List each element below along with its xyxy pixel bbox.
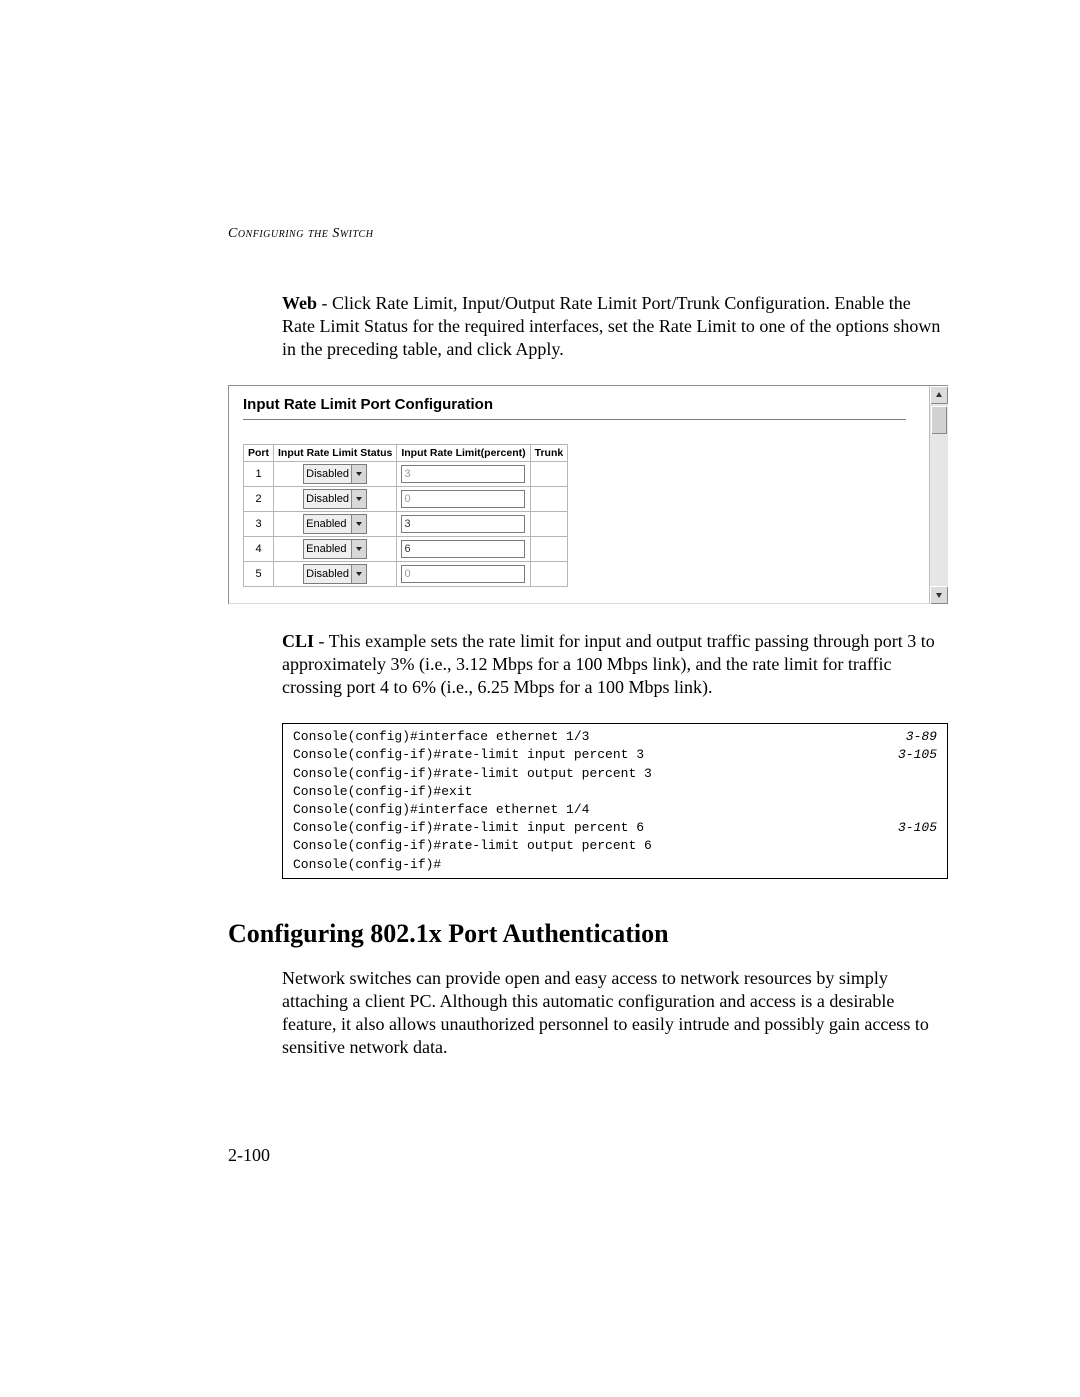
status-select[interactable]: Enabled	[303, 539, 367, 559]
table-row: 1 Disabled 3	[244, 462, 568, 487]
cli-line: Console(config-if)#rate-limit input perc…	[293, 819, 937, 837]
status-select[interactable]: Disabled	[303, 464, 367, 484]
page-number: 2-100	[228, 1145, 948, 1166]
cli-command: Console(config-if)#exit	[293, 783, 472, 801]
scroll-down-arrow-icon	[935, 591, 943, 599]
cell-trunk	[530, 562, 568, 587]
scroll-down-button[interactable]	[930, 586, 948, 604]
table-row: 4 Enabled 6	[244, 537, 568, 562]
cell-limit: 3	[397, 512, 530, 537]
cell-status: Disabled	[274, 562, 397, 587]
cli-line: Console(config-if)#rate-limit output per…	[293, 765, 937, 783]
table-row: 3 Enabled 3	[244, 512, 568, 537]
col-port: Port	[244, 445, 274, 462]
cli-text: - This example sets the rate limit for i…	[282, 631, 935, 697]
cli-line: Console(config-if)#rate-limit output per…	[293, 837, 937, 855]
cell-port: 5	[244, 562, 274, 587]
cell-limit: 0	[397, 562, 530, 587]
table-header-row: Port Input Rate Limit Status Input Rate …	[244, 445, 568, 462]
cell-port: 4	[244, 537, 274, 562]
status-select[interactable]: Disabled	[303, 564, 367, 584]
cli-line: Console(config)#interface ethernet 1/4	[293, 801, 937, 819]
cell-status: Disabled	[274, 487, 397, 512]
section-paragraph: Network switches can provide open and ea…	[282, 967, 948, 1059]
cli-command: Console(config-if)#rate-limit input perc…	[293, 819, 644, 837]
cell-port: 3	[244, 512, 274, 537]
cell-status: Enabled	[274, 512, 397, 537]
cli-line: Console(config-if)#	[293, 856, 937, 874]
cli-instructions: CLI - This example sets the rate limit f…	[282, 630, 948, 699]
cli-command: Console(config-if)#rate-limit output per…	[293, 837, 652, 855]
cell-limit: 3	[397, 462, 530, 487]
rate-limit-input[interactable]: 0	[401, 565, 525, 583]
cell-port: 1	[244, 462, 274, 487]
dropdown-chevron-icon[interactable]	[351, 565, 366, 583]
rate-limit-input[interactable]: 6	[401, 540, 525, 558]
cli-lead: CLI	[282, 631, 314, 651]
cli-command: Console(config-if)#rate-limit input perc…	[293, 746, 644, 764]
status-select[interactable]: Disabled	[303, 489, 367, 509]
cli-line: Console(config-if)#rate-limit input perc…	[293, 746, 937, 764]
cli-command: Console(config-if)#	[293, 856, 441, 874]
cell-port: 2	[244, 487, 274, 512]
cli-command: Console(config)#interface ethernet 1/3	[293, 728, 589, 746]
cli-line: Console(config-if)#exit	[293, 783, 937, 801]
cell-trunk	[530, 462, 568, 487]
rate-limit-screenshot: Input Rate Limit Port Configuration Port…	[228, 385, 948, 604]
col-limit: Input Rate Limit(percent)	[397, 445, 530, 462]
table-row: 5 Disabled 0	[244, 562, 568, 587]
rate-limit-input[interactable]: 0	[401, 490, 525, 508]
rate-limit-input[interactable]: 3	[401, 465, 525, 483]
rate-limit-table: Port Input Rate Limit Status Input Rate …	[243, 444, 568, 587]
rate-limit-input[interactable]: 3	[401, 515, 525, 533]
cell-trunk	[530, 537, 568, 562]
cli-page-ref: 3-105	[898, 819, 937, 837]
scroll-up-button[interactable]	[930, 386, 948, 404]
dropdown-chevron-icon[interactable]	[351, 465, 366, 483]
cell-trunk	[530, 487, 568, 512]
dropdown-chevron-icon[interactable]	[351, 540, 366, 558]
status-select[interactable]: Enabled	[303, 514, 367, 534]
cli-example-box: Console(config)#interface ethernet 1/3 3-…	[282, 723, 948, 879]
cli-command: Console(config)#interface ethernet 1/4	[293, 801, 589, 819]
table-row: 2 Disabled 0	[244, 487, 568, 512]
cell-status: Enabled	[274, 537, 397, 562]
web-instructions: Web - Click Rate Limit, Input/Output Rat…	[282, 292, 948, 361]
cell-limit: 6	[397, 537, 530, 562]
running-header: Configuring the Switch	[228, 226, 948, 242]
vertical-scrollbar[interactable]	[929, 386, 948, 604]
cell-trunk	[530, 512, 568, 537]
scroll-up-arrow-icon	[935, 391, 943, 399]
web-text: - Click Rate Limit, Input/Output Rate Li…	[282, 293, 940, 359]
cli-command: Console(config-if)#rate-limit output per…	[293, 765, 652, 783]
cli-page-ref: 3-105	[898, 746, 937, 764]
web-lead: Web	[282, 293, 317, 313]
section-heading: Configuring 802.1x Port Authentication	[228, 919, 948, 949]
col-status: Input Rate Limit Status	[274, 445, 397, 462]
col-trunk: Trunk	[530, 445, 568, 462]
dropdown-chevron-icon[interactable]	[351, 490, 366, 508]
cli-line: Console(config)#interface ethernet 1/3 3-…	[293, 728, 937, 746]
screenshot-title: Input Rate Limit Port Configuration	[243, 396, 906, 420]
cell-status: Disabled	[274, 462, 397, 487]
dropdown-chevron-icon[interactable]	[351, 515, 366, 533]
cli-page-ref: 3-89	[906, 728, 937, 746]
cell-limit: 0	[397, 487, 530, 512]
scroll-thumb[interactable]	[931, 406, 947, 434]
